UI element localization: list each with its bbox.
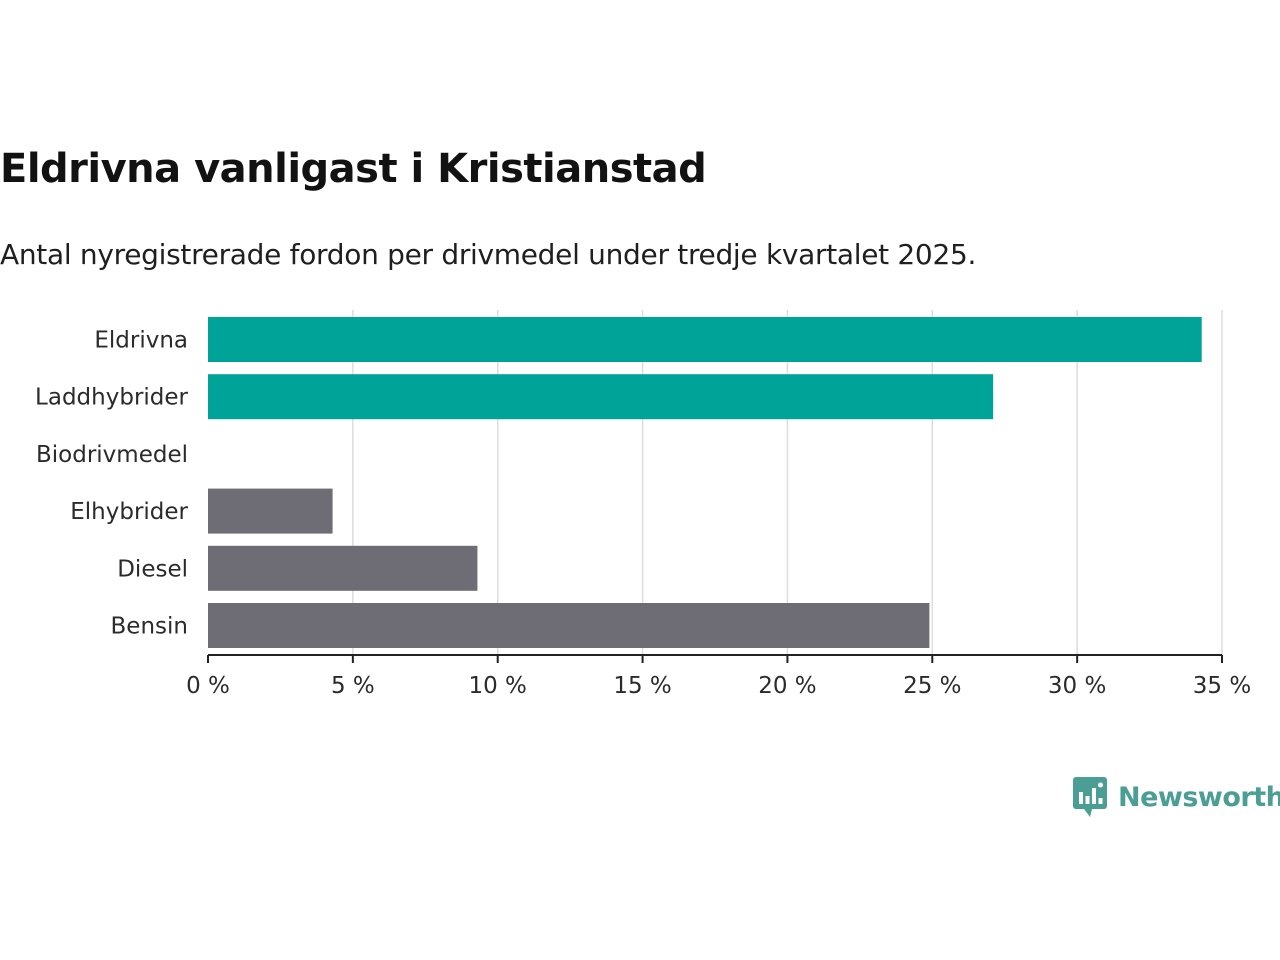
category-labels: Eldrivna Laddhybrider Biodrivmedel Elhybrid… [35,328,188,640]
bar-diesel [208,545,478,591]
category-label: Eldrivna [94,328,188,354]
bar-elhybrider [208,488,333,534]
chart-title: Eldrivna vanligast i Kristianstad [0,146,707,192]
category-label: Elhybrider [70,499,188,525]
x-tick-label: 5 % [331,673,375,699]
chart-subtitle: Antal nyregistrerade fordon per drivmede… [0,238,977,271]
bar-eldrivna [208,317,1202,362]
x-tick-label: 10 % [468,673,526,699]
category-label: Laddhybrider [35,385,188,411]
x-tick-label: 0 % [186,673,230,699]
x-tick-label: 30 % [1048,673,1106,699]
grid-lines [352,310,1223,655]
x-tick-label: 15 % [613,673,671,699]
bar-laddhybrider [208,374,994,420]
category-label: Bensin [111,614,188,640]
newsworthy-logo-icon [1073,777,1107,817]
newsworthy-logo-text: Newsworthy [1118,781,1280,813]
bars [208,317,1202,648]
category-label: Biodrivmedel [36,442,188,468]
x-tick-label: 35 % [1193,673,1251,699]
newsworthy-logo[interactable]: Newsworthy [1072,776,1280,818]
x-axis: 0 % 5 % 10 % 15 % 20 % 25 % 30 % 35 % [186,654,1251,699]
x-tick-label: 25 % [903,673,961,699]
category-label: Diesel [117,556,188,582]
bar-bensin [208,603,930,648]
x-tick-label: 20 % [758,673,816,699]
